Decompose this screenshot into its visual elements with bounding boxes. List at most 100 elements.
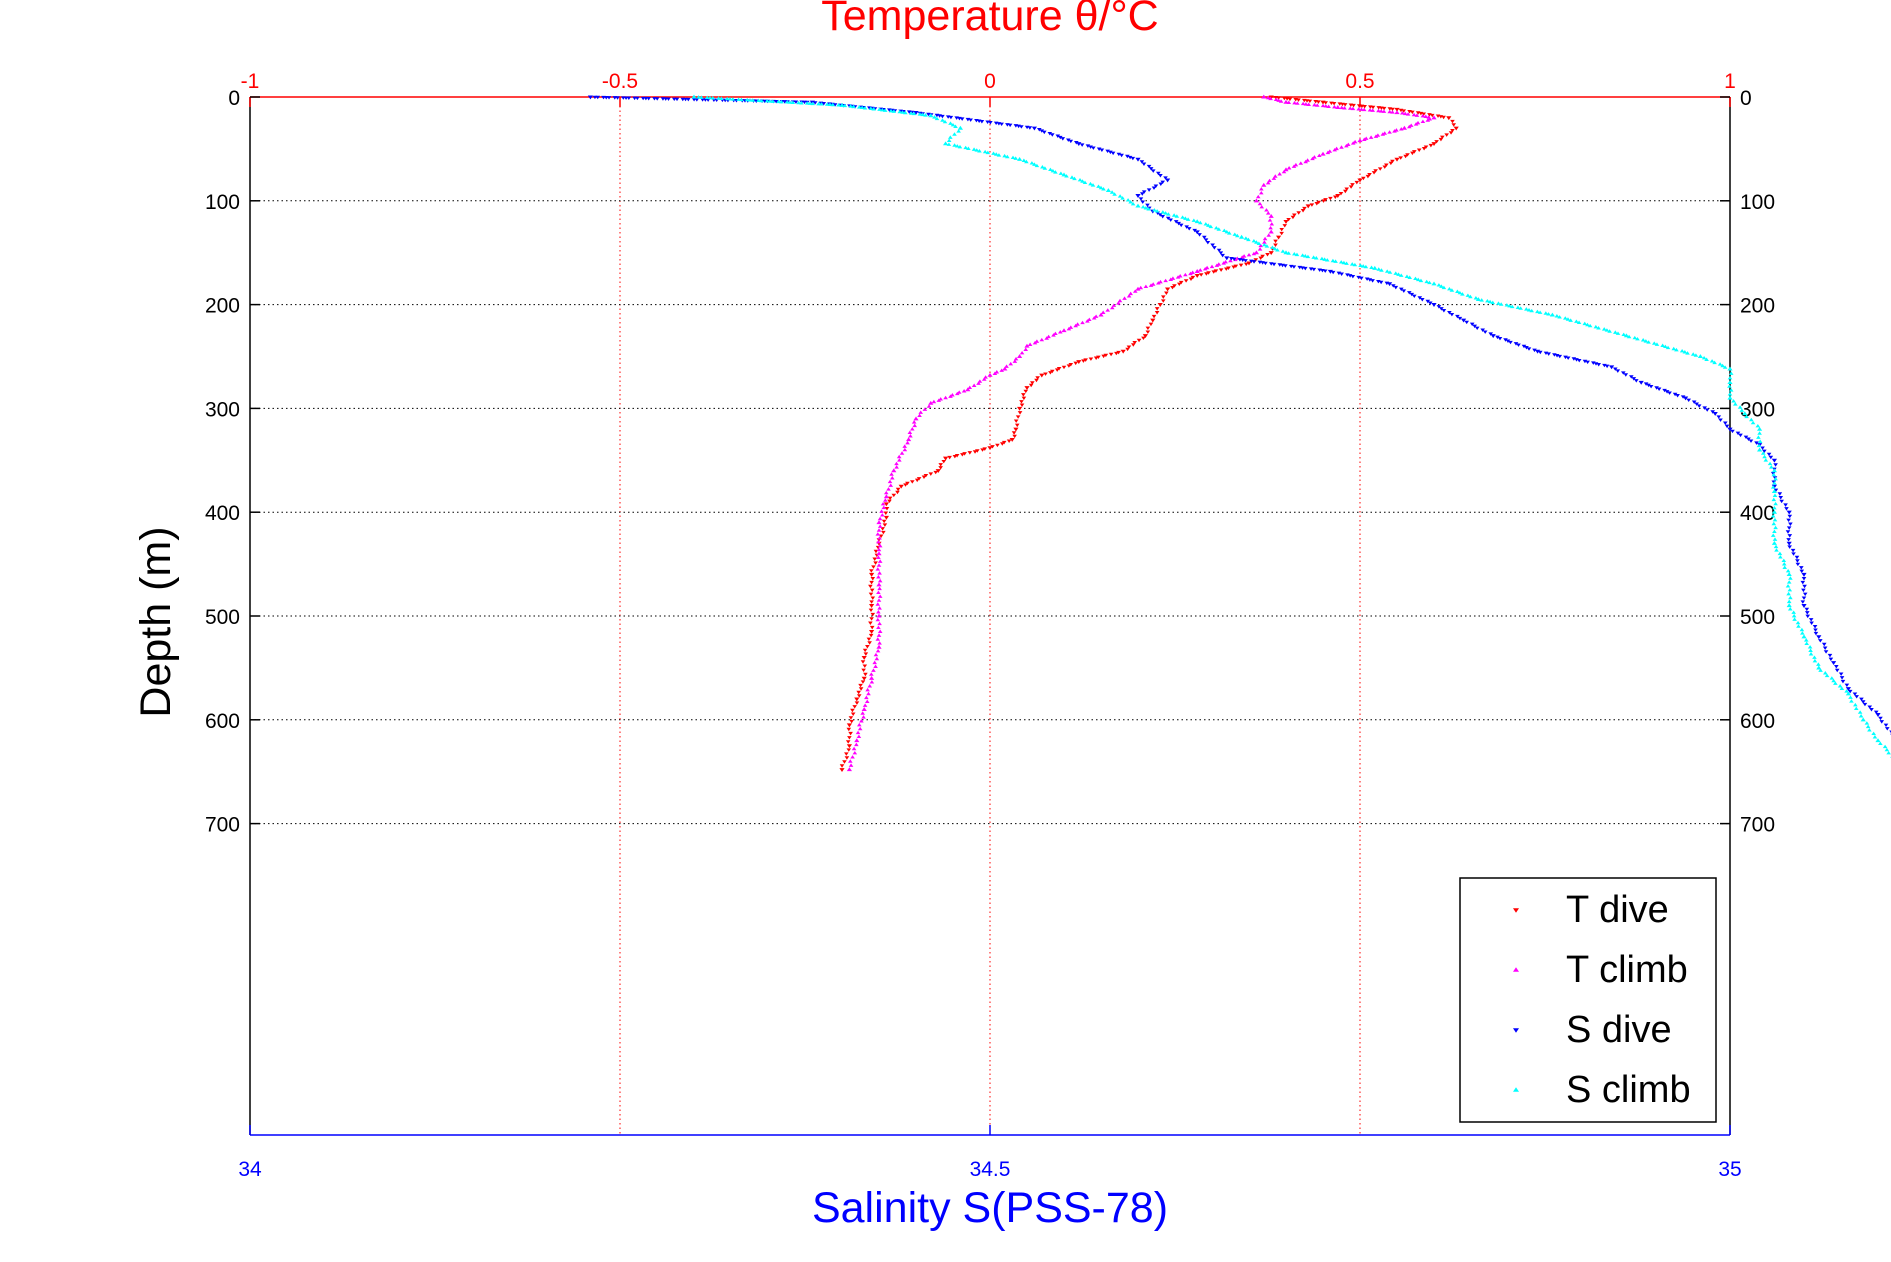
- data-point: [819, 102, 824, 106]
- data-point: [849, 719, 854, 724]
- data-point: [875, 637, 881, 641]
- data-point: [991, 151, 996, 155]
- data-point: [1096, 355, 1101, 360]
- data-point: [1777, 551, 1783, 556]
- data-point: [873, 664, 878, 668]
- data-point: [1282, 224, 1288, 228]
- data-point: [1457, 290, 1463, 295]
- data-point: [839, 768, 845, 772]
- data-point: [1474, 326, 1480, 331]
- data-point: [787, 100, 793, 104]
- data-point: [1002, 366, 1008, 371]
- data-point: [1431, 142, 1437, 147]
- legend-marker: [1513, 1028, 1519, 1033]
- data-point: [1009, 437, 1015, 442]
- data-point: [1497, 336, 1503, 341]
- data-point: [1379, 268, 1384, 272]
- data-point: [1081, 359, 1086, 363]
- data-point: [1656, 387, 1662, 392]
- data-point: [852, 750, 858, 755]
- data-point: [1674, 347, 1679, 352]
- data-point: [1087, 317, 1092, 322]
- data-point: [1771, 509, 1777, 514]
- data-point: [1158, 174, 1163, 178]
- data-point: [895, 490, 900, 495]
- data-point: [877, 586, 882, 591]
- data-point: [1027, 342, 1033, 346]
- data-point: [1205, 240, 1211, 245]
- data-point: [1585, 322, 1590, 327]
- data-point: [1188, 277, 1194, 281]
- data-point: [1265, 211, 1271, 215]
- data-point: [1722, 421, 1728, 426]
- data-point: [1785, 568, 1791, 573]
- data-point: [1365, 174, 1371, 179]
- data-point: [1549, 312, 1555, 317]
- data-point: [1286, 100, 1292, 104]
- data-point: [1535, 349, 1541, 354]
- data-point: [1088, 357, 1094, 361]
- data-point: [1407, 291, 1412, 295]
- data-point: [1390, 107, 1395, 112]
- data-point: [1208, 224, 1214, 229]
- data-point: [1424, 279, 1430, 284]
- data-point: [646, 97, 651, 101]
- data-point: [1394, 107, 1400, 112]
- data-point: [1417, 296, 1423, 300]
- data-point: [1411, 112, 1417, 117]
- data-point: [756, 98, 761, 102]
- data-point: [1331, 101, 1337, 106]
- data-point: [1621, 371, 1626, 375]
- data-point: [1865, 724, 1871, 729]
- data-point: [1807, 645, 1813, 649]
- data-point: [1004, 364, 1009, 368]
- data-point: [1802, 584, 1807, 589]
- data-point: [1202, 235, 1207, 240]
- data-point: [1105, 188, 1111, 192]
- data-point: [1111, 303, 1117, 307]
- data-point: [850, 755, 855, 759]
- data-point: [1399, 287, 1404, 292]
- data-point: [1878, 716, 1883, 721]
- data-point: [938, 466, 943, 470]
- data-point: [827, 102, 833, 107]
- data-point: [1296, 211, 1301, 215]
- data-point: [860, 660, 866, 664]
- data-point: [1738, 433, 1743, 438]
- data-point: [876, 575, 881, 579]
- data-point: [1739, 408, 1745, 412]
- data-point: [1080, 179, 1085, 183]
- data-point: [1473, 296, 1479, 300]
- data-point: [857, 726, 863, 731]
- data-point: [1316, 100, 1321, 104]
- data-point: [1313, 256, 1319, 260]
- data-point: [1268, 214, 1274, 218]
- data-point: [747, 98, 753, 102]
- data-point: [1845, 687, 1851, 691]
- data-point: [1718, 418, 1723, 422]
- data-point: [1209, 264, 1215, 269]
- data-point: [894, 461, 899, 466]
- data-point: [1415, 277, 1421, 282]
- data-point: [1786, 538, 1791, 542]
- data-point: [1503, 338, 1508, 342]
- data-point: [1148, 322, 1154, 327]
- data-point: [940, 114, 945, 119]
- data-point: [1265, 180, 1271, 185]
- data-point: [1694, 402, 1699, 406]
- data-point: [1091, 316, 1097, 320]
- data-point: [1844, 683, 1850, 688]
- data-point: [1507, 303, 1512, 308]
- data-point: [1402, 111, 1408, 116]
- data-point: [1382, 165, 1388, 169]
- data-point: [1771, 521, 1777, 526]
- data-point: [1096, 147, 1102, 151]
- data-point: [869, 572, 875, 577]
- data-point: [1672, 392, 1678, 397]
- data-point: [1369, 265, 1374, 269]
- data-point: [1812, 658, 1818, 663]
- salinity-tick-label: 34: [238, 1158, 262, 1181]
- data-point: [1122, 296, 1127, 300]
- data-point: [1023, 347, 1029, 351]
- data-point: [1862, 702, 1868, 707]
